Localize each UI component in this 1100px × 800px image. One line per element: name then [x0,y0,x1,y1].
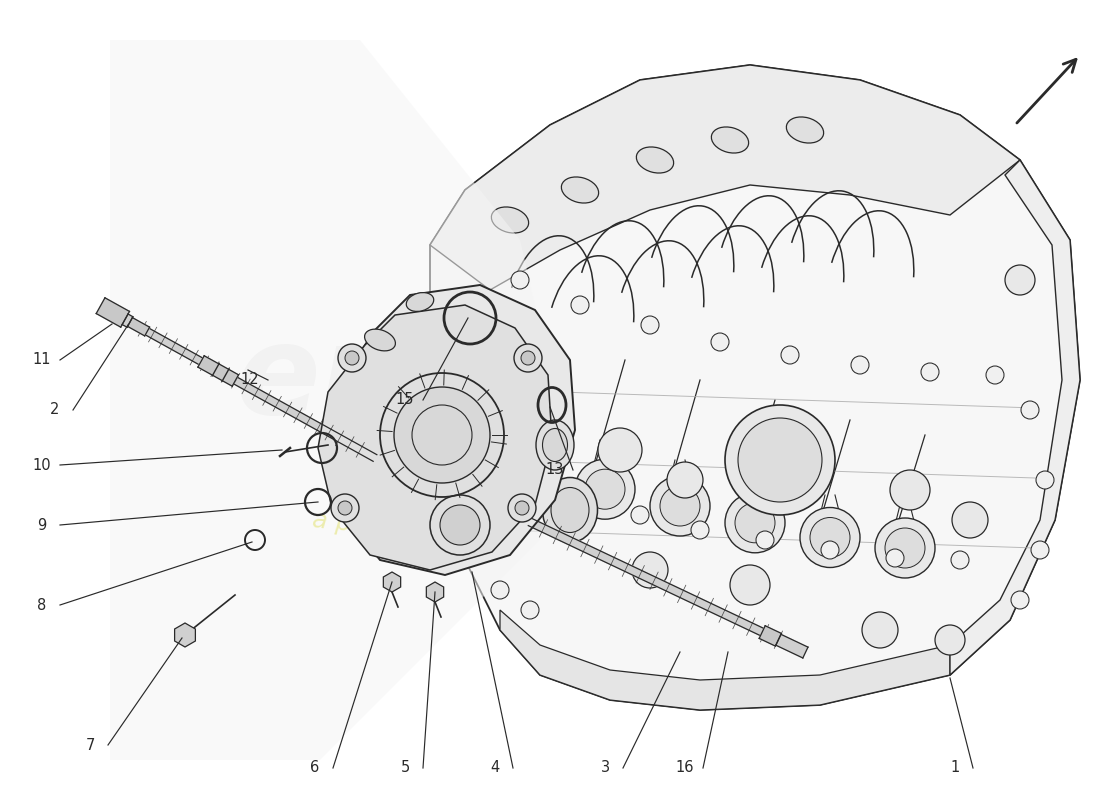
Text: 9: 9 [37,518,46,533]
Text: 4: 4 [491,761,499,775]
Circle shape [1005,265,1035,295]
Text: 11: 11 [33,353,52,367]
Polygon shape [110,40,580,760]
Circle shape [800,507,860,567]
Circle shape [394,387,490,483]
Polygon shape [500,610,950,710]
Circle shape [781,346,799,364]
Polygon shape [198,356,239,386]
Circle shape [491,581,509,599]
Circle shape [585,469,625,509]
Polygon shape [324,285,575,575]
Circle shape [338,501,352,515]
Circle shape [921,363,939,381]
Polygon shape [318,305,552,570]
Circle shape [331,494,359,522]
Text: 2: 2 [51,402,59,418]
Polygon shape [950,160,1080,675]
Ellipse shape [542,478,597,542]
Circle shape [986,366,1004,384]
Circle shape [521,351,535,365]
Circle shape [691,521,710,539]
Circle shape [1021,401,1040,419]
Polygon shape [528,518,802,654]
Circle shape [810,518,850,558]
Circle shape [1031,541,1049,559]
Circle shape [738,418,822,502]
Polygon shape [430,65,1080,710]
Circle shape [571,491,588,509]
Circle shape [862,612,898,648]
Circle shape [874,518,935,578]
Text: 7: 7 [86,738,95,753]
Polygon shape [430,65,1020,290]
Circle shape [890,470,930,510]
Circle shape [500,442,560,502]
Circle shape [821,541,839,559]
Ellipse shape [561,177,598,203]
Ellipse shape [712,127,749,153]
Circle shape [515,501,529,515]
Circle shape [514,344,542,372]
Circle shape [632,552,668,588]
Circle shape [641,316,659,334]
Circle shape [935,625,965,655]
Text: europes: europes [235,319,805,441]
Circle shape [1036,471,1054,489]
Ellipse shape [492,207,529,233]
Polygon shape [129,318,377,462]
Circle shape [660,486,700,526]
Text: 12: 12 [241,373,260,387]
Circle shape [571,296,588,314]
Text: 5: 5 [400,761,409,775]
Circle shape [650,476,710,536]
Text: 13: 13 [546,462,564,478]
Circle shape [1011,591,1028,609]
Circle shape [952,551,969,569]
Polygon shape [776,634,808,658]
Circle shape [521,601,539,619]
Polygon shape [759,626,781,646]
Circle shape [598,428,642,472]
Circle shape [756,531,774,549]
Polygon shape [96,298,130,327]
Circle shape [575,459,635,519]
Ellipse shape [786,117,824,143]
Circle shape [851,356,869,374]
Text: 16: 16 [675,761,694,775]
Text: 6: 6 [310,761,320,775]
Circle shape [725,493,785,553]
Ellipse shape [364,329,395,351]
Circle shape [952,502,988,538]
Polygon shape [128,318,150,336]
Text: 1: 1 [950,761,959,775]
Text: 3: 3 [601,761,609,775]
Text: 15: 15 [396,393,415,407]
Text: 10: 10 [33,458,52,473]
Text: a passion for parts since 1985: a passion for parts since 1985 [311,508,689,572]
Circle shape [631,506,649,524]
Circle shape [725,405,835,515]
Circle shape [512,271,529,289]
Text: 8: 8 [37,598,46,613]
Ellipse shape [406,293,433,311]
Circle shape [886,528,925,568]
Circle shape [412,405,472,465]
Circle shape [886,549,904,567]
Circle shape [735,502,776,542]
Ellipse shape [536,420,574,470]
Polygon shape [122,314,133,327]
Circle shape [440,505,480,545]
Circle shape [508,494,536,522]
Ellipse shape [551,487,588,533]
Circle shape [711,333,729,351]
Ellipse shape [542,429,568,462]
Circle shape [510,453,550,493]
Circle shape [667,462,703,498]
Ellipse shape [637,147,673,173]
Circle shape [730,565,770,605]
Circle shape [338,344,366,372]
Circle shape [345,351,359,365]
